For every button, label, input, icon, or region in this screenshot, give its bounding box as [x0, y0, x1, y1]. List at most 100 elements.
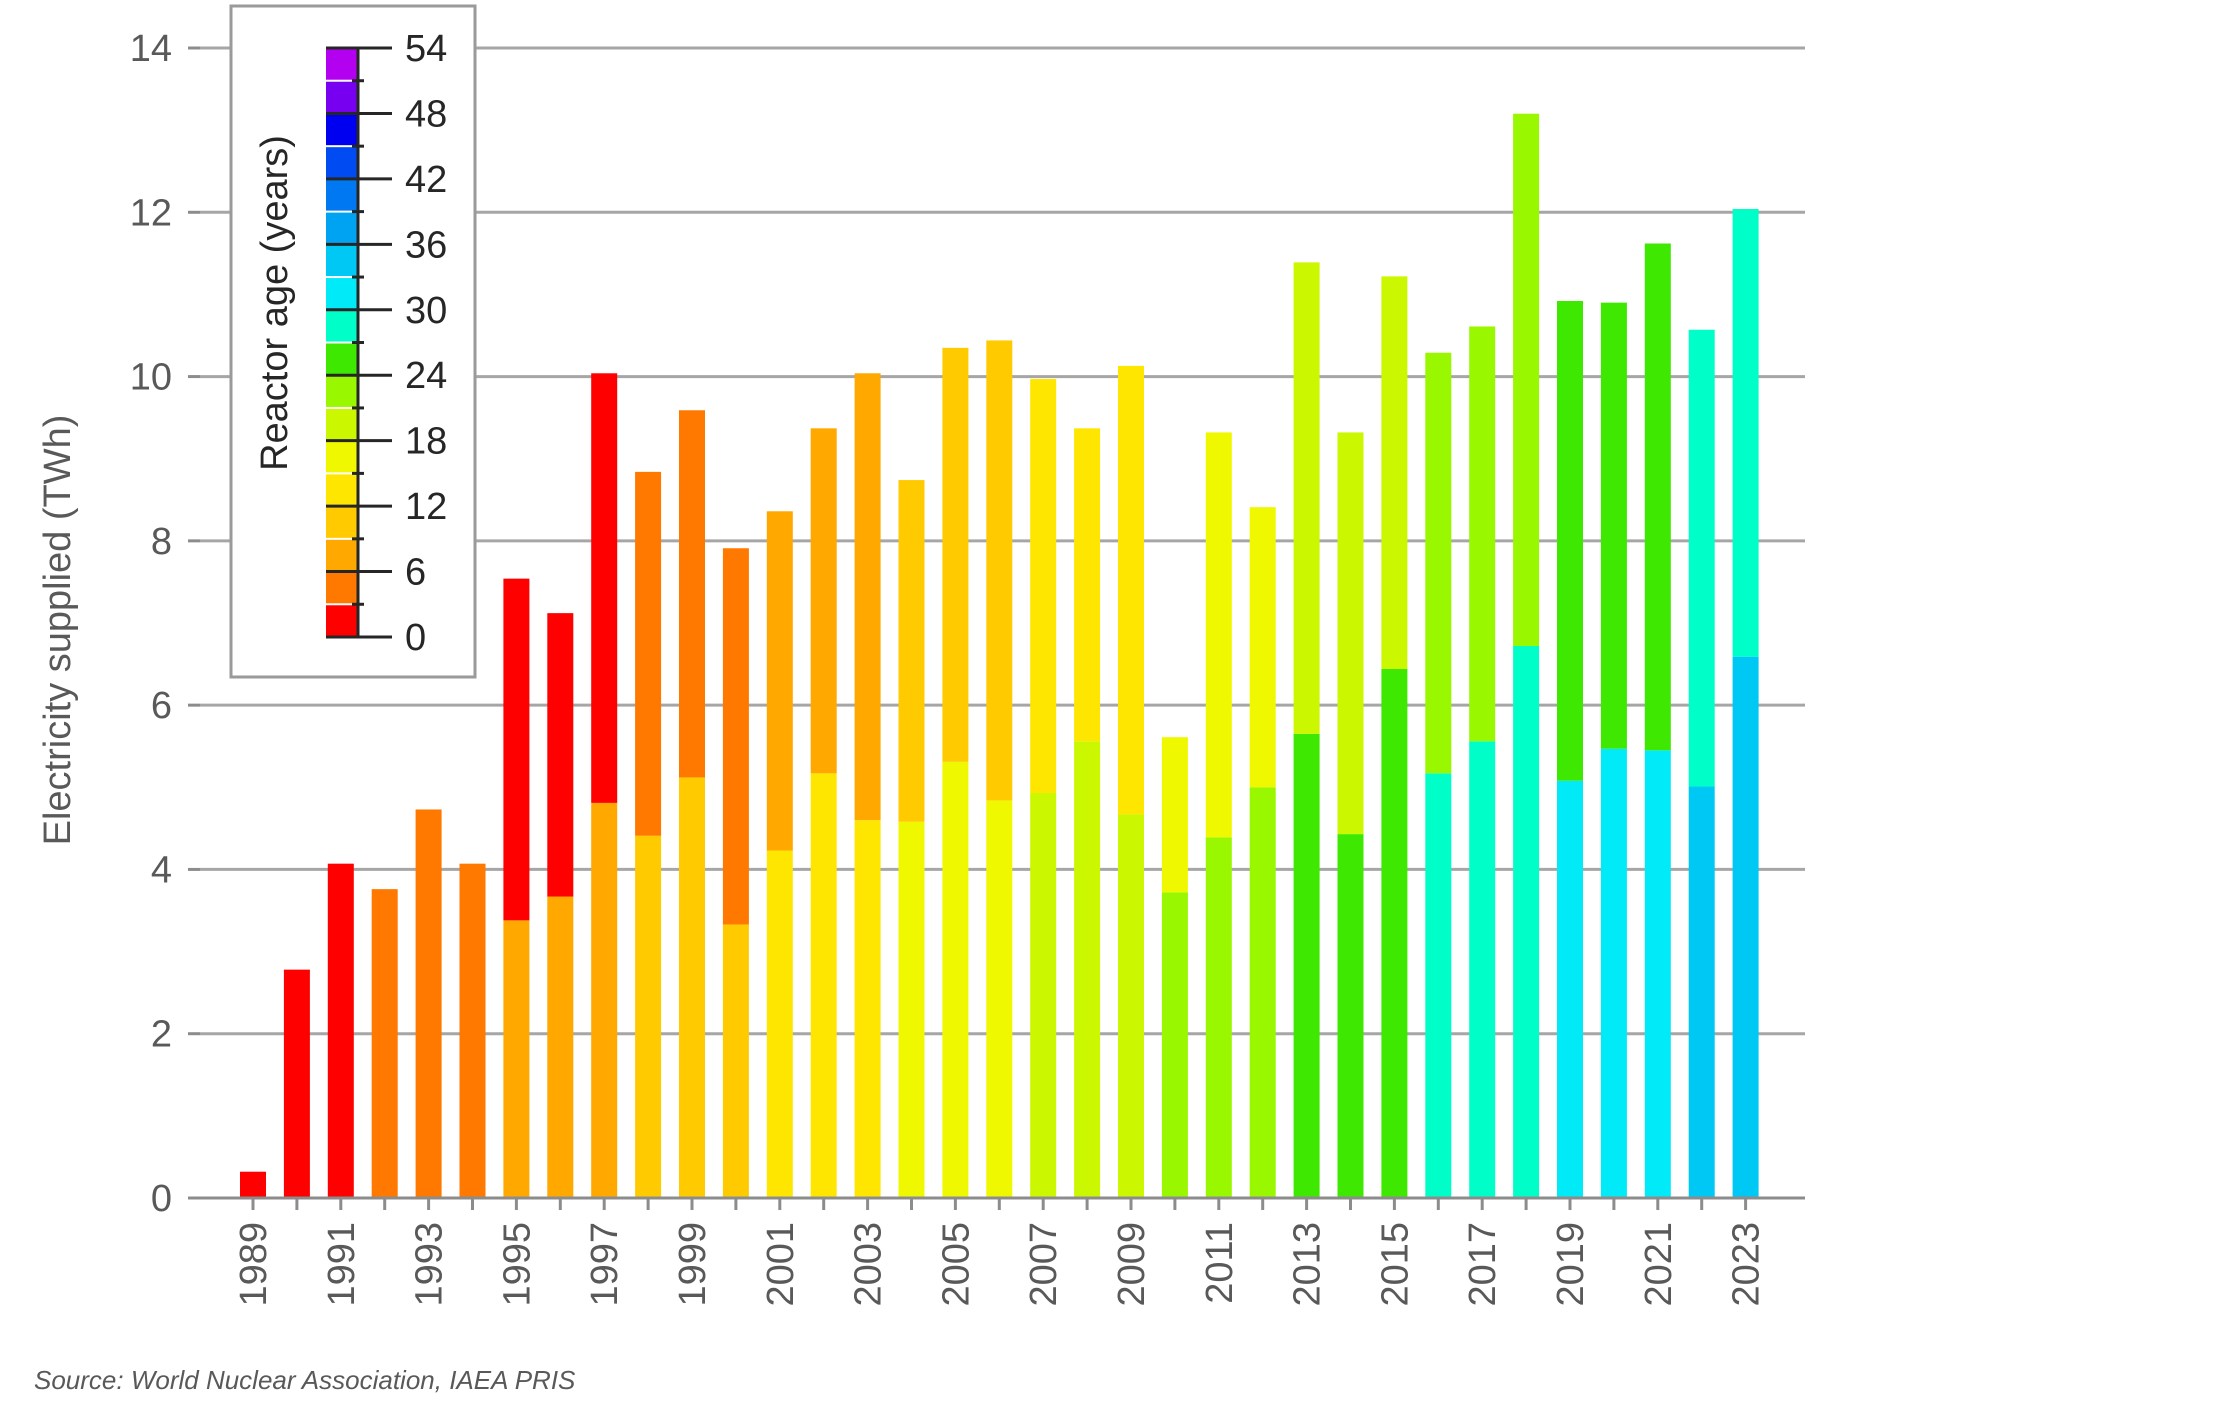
legend-swatch	[326, 81, 358, 113]
legend-swatch	[326, 179, 358, 211]
bar-segment-unit-a	[1688, 786, 1715, 1198]
bar-segment-unit-b	[591, 373, 618, 803]
x-tick-label: 2001	[760, 1222, 802, 1307]
legend-colorbar: 54 48 42 36 30 24 18 12 6 0	[326, 28, 447, 659]
bar-segment-unit-a	[327, 863, 354, 1198]
y-axis: 0 2 4 6 8 10 12 14	[130, 28, 200, 1220]
legend-swatch	[326, 245, 358, 277]
bar-segment-unit-a	[1293, 733, 1320, 1198]
bar-segment-unit-a	[1074, 741, 1101, 1198]
bar-segment-unit-b	[986, 340, 1013, 801]
bar-segment-unit-b	[547, 613, 574, 897]
bar-segment-unit-a	[459, 863, 486, 1198]
y-tick-label: 2	[151, 1014, 172, 1056]
x-tick-label: 2019	[1550, 1222, 1592, 1307]
x-tick-label: 2007	[1023, 1222, 1065, 1307]
legend-tick-label: 12	[405, 486, 447, 528]
legend-tick-label: 36	[405, 224, 447, 266]
legend-tick-label: 42	[405, 159, 447, 201]
x-tick-label: 2017	[1462, 1222, 1504, 1307]
bar-segment-unit-b	[1644, 243, 1671, 751]
y-tick-label: 0	[151, 1178, 172, 1220]
bar-segment-unit-b	[1249, 507, 1276, 788]
y-tick-label: 4	[151, 849, 172, 891]
bar-segment-unit-b	[766, 511, 793, 851]
bar-segment-unit-b	[1293, 262, 1320, 734]
bar-segment-unit-a	[503, 920, 530, 1198]
x-tick-label: 2013	[1287, 1222, 1329, 1307]
legend-swatch	[326, 376, 358, 407]
x-tick-label: 1999	[672, 1222, 714, 1307]
legend-swatch	[326, 114, 358, 146]
bar-segment-unit-a	[1557, 780, 1583, 1198]
bar-segment-unit-b	[1118, 365, 1144, 815]
bar-segment-unit-b	[898, 480, 925, 822]
bar-segment-unit-a	[240, 1171, 266, 1198]
bar-segment-unit-b	[1513, 113, 1540, 646]
bar-segment-unit-a	[415, 809, 442, 1198]
legend-swatch	[326, 278, 358, 309]
legend-swatch	[326, 605, 358, 636]
bar-segment-unit-a	[854, 820, 881, 1198]
bar-segment-unit-b	[942, 347, 969, 762]
bar-segment-unit-b	[503, 578, 530, 921]
source-note: Source: World Nuclear Association, IAEA …	[34, 1365, 576, 1395]
legend-swatch	[326, 572, 358, 604]
bar-segment-unit-b	[1469, 326, 1496, 742]
bar-segment-unit-a	[722, 924, 749, 1198]
bar-segment-unit-b	[1381, 276, 1408, 669]
bar-segment-unit-b	[1425, 352, 1452, 774]
x-tick-label: 1993	[409, 1222, 451, 1307]
bar-segment-unit-a	[1644, 750, 1671, 1198]
legend: Reactor age (years) 54 48 42 36 30 24 18 12 6 0	[229, 4, 477, 679]
legend-tick-label: 48	[405, 93, 447, 135]
bar-segment-unit-a	[942, 761, 969, 1198]
bar-segment-unit-a	[1205, 837, 1232, 1198]
bar-segment-unit-b	[679, 410, 705, 778]
bar-segment-unit-a	[1030, 793, 1057, 1198]
bar-segment-unit-b	[1732, 209, 1759, 657]
bar-segment-unit-a	[810, 773, 837, 1198]
bars	[240, 113, 1759, 1198]
bar-segment-unit-b	[1074, 428, 1101, 742]
bar-segment-unit-a	[766, 850, 793, 1198]
bar-segment-unit-b	[1600, 302, 1627, 749]
bar-segment-unit-b	[1030, 379, 1057, 794]
x-tick-label: 2023	[1726, 1222, 1768, 1307]
bar-segment-unit-b	[810, 428, 837, 774]
y-tick-label: 8	[151, 521, 172, 563]
bar-segment-unit-b	[1161, 737, 1188, 893]
bar-segment-unit-b	[1688, 329, 1715, 787]
bar-segment-unit-a	[898, 821, 925, 1198]
x-tick-label: 2003	[848, 1222, 890, 1307]
legend-swatch	[326, 539, 358, 571]
y-tick-label: 14	[130, 28, 172, 70]
bar-segment-unit-a	[679, 777, 705, 1198]
bar-segment-unit-a	[1600, 748, 1627, 1198]
bar-segment-unit-b	[1205, 432, 1232, 838]
bar-segment-unit-a	[1249, 787, 1276, 1198]
legend-tick-label: 0	[405, 617, 426, 659]
bar-segment-unit-a	[986, 800, 1013, 1198]
bar-segment-unit-a	[591, 802, 618, 1198]
legend-swatch	[326, 310, 358, 342]
legend-swatch	[326, 343, 358, 375]
x-tick-label: 2005	[935, 1222, 977, 1307]
x-tick-label: 1995	[496, 1222, 538, 1307]
y-tick-label: 12	[130, 192, 172, 234]
bar-segment-unit-a	[1732, 656, 1759, 1198]
bar-segment-unit-a	[371, 889, 398, 1198]
legend-tick-label: 6	[405, 552, 426, 594]
y-tick-label: 6	[151, 685, 172, 727]
bar-segment-unit-a	[1469, 741, 1496, 1198]
y-tick-label: 10	[130, 357, 172, 399]
x-tick-label: 2015	[1374, 1222, 1416, 1307]
bar-segment-unit-a	[1425, 773, 1452, 1198]
bar-segment-unit-a	[635, 835, 662, 1198]
x-tick-label: 2011	[1199, 1222, 1241, 1304]
legend-swatch	[326, 147, 358, 178]
bar-segment-unit-b	[635, 471, 662, 836]
legend-tick-label: 30	[405, 290, 447, 332]
legend-tick-label: 24	[405, 355, 447, 397]
